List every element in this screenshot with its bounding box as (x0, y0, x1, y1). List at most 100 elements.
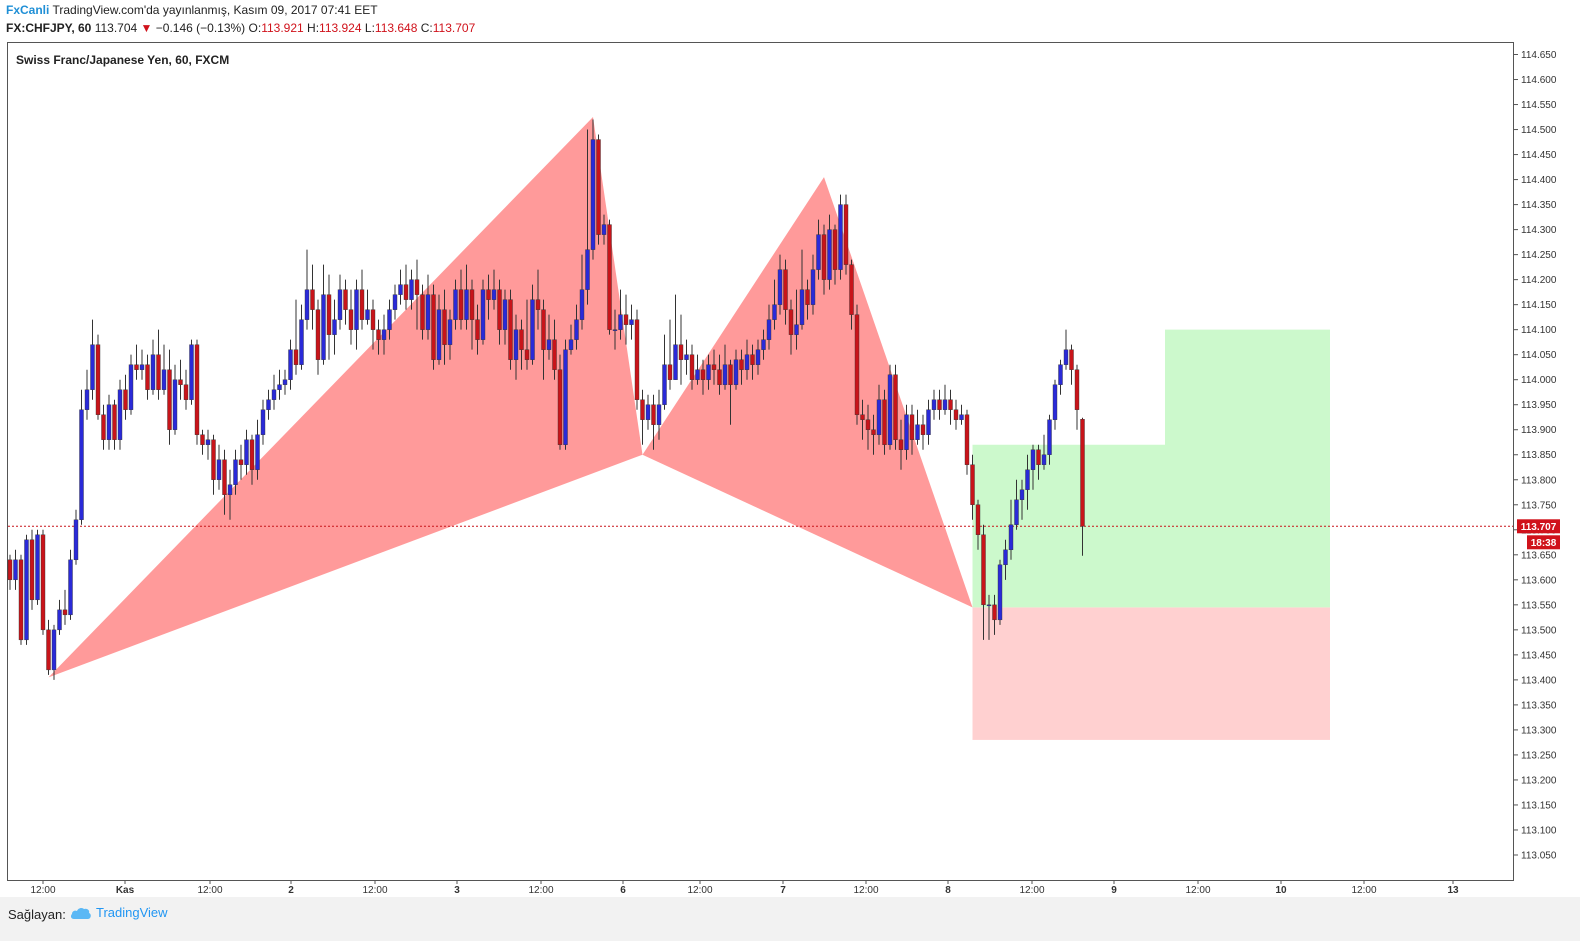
candle (117, 379, 123, 450)
candle-body (557, 369, 563, 445)
candle-body (321, 294, 326, 360)
candle (827, 214, 832, 290)
candle-body (513, 329, 519, 360)
candle-body (816, 234, 821, 270)
candle (893, 364, 898, 450)
candle (618, 289, 623, 340)
pattern-triangle-xab[interactable] (48, 117, 643, 678)
y-tick-label: 114.000 (1521, 375, 1557, 386)
candle (733, 349, 739, 390)
target-zone[interactable] (972, 329, 1331, 608)
harmonic-pattern[interactable] (48, 117, 973, 678)
stop-loss-zone[interactable] (972, 607, 1331, 740)
candle (277, 369, 282, 400)
candle-body (563, 349, 568, 445)
candle-body (244, 439, 249, 465)
candle (942, 384, 948, 415)
candle-body (1041, 454, 1047, 465)
publish-info: TradingView.com'da yayınlanmış, Kasım 09… (52, 3, 378, 17)
candle (293, 299, 299, 375)
candle (634, 309, 640, 410)
candle (975, 499, 981, 550)
x-tick-label: 10 (1275, 885, 1287, 896)
candle-body (332, 319, 337, 335)
candle-body (579, 289, 585, 320)
candle-body (717, 369, 722, 385)
candle (40, 529, 46, 635)
x-tick-label: 6 (620, 885, 626, 896)
candle-body (766, 319, 772, 340)
candle (744, 339, 750, 380)
candle-body (860, 414, 865, 420)
candle-body (651, 404, 656, 425)
candle-body (799, 289, 805, 325)
price-chart[interactable]: Swiss Franc/Japanese Yen, 60, FXCM 113.0… (0, 0, 1580, 897)
candle-body (508, 299, 513, 360)
candle-body (1063, 349, 1069, 365)
candle-body (871, 429, 876, 435)
y-tick-label: 113.350 (1521, 700, 1557, 711)
candle-body (794, 324, 799, 335)
candle (134, 344, 139, 380)
position-boxes[interactable] (972, 329, 1331, 740)
time-axis[interactable]: 12:00 Kas 12:00 2 12:00 3 12:00 6 12:00 7 12:00 8 12… (30, 880, 1459, 896)
candle (568, 324, 574, 355)
candle-body (541, 309, 546, 350)
candle (18, 554, 24, 645)
candle-body (662, 364, 667, 405)
candle (238, 444, 244, 480)
candle (783, 259, 788, 325)
candle (673, 294, 678, 380)
candle-body (909, 414, 915, 440)
candle-body (282, 379, 288, 385)
candle (739, 349, 744, 385)
candle-body (112, 404, 117, 440)
candle (354, 279, 359, 350)
y-tick-label: 114.300 (1521, 225, 1557, 236)
candle (156, 329, 161, 400)
candle-body (931, 399, 937, 410)
candle-body (387, 309, 392, 330)
candle (981, 524, 986, 640)
candle-body (519, 329, 524, 350)
candle-body (997, 564, 1003, 621)
candle (51, 624, 57, 680)
candle (1047, 414, 1052, 465)
candle (79, 389, 84, 525)
candle (436, 294, 442, 365)
candle-body (854, 314, 860, 415)
candle-body (601, 224, 607, 235)
candle-body (200, 434, 205, 445)
candle (486, 274, 491, 320)
candle-body (18, 559, 24, 641)
candle (491, 269, 497, 310)
candle (777, 254, 783, 315)
candle (7, 554, 13, 590)
candle (640, 389, 645, 445)
candle (1052, 379, 1058, 430)
candle-body (475, 319, 480, 340)
x-tick-label: 2 (288, 885, 294, 896)
candle (343, 279, 348, 325)
candle-body (937, 399, 942, 410)
y-tick-label: 114.100 (1521, 325, 1557, 336)
candle (876, 384, 882, 445)
y-tick-label: 113.250 (1521, 750, 1557, 761)
candle (178, 359, 183, 400)
candle-body (673, 344, 678, 380)
candle (854, 304, 860, 425)
candle (986, 594, 992, 640)
candle-body (546, 339, 552, 350)
pattern-triangle-bcd[interactable] (642, 177, 973, 608)
candle-body (898, 439, 904, 450)
candle-body (1074, 369, 1080, 410)
tradingview-link[interactable]: TradingView (70, 905, 168, 920)
candle-body (821, 234, 827, 280)
candle-body (750, 354, 755, 365)
candle-body (678, 344, 684, 360)
price-axis[interactable]: 113.050 113.100 113.150 113.200 113.250 113.3… (1513, 50, 1557, 861)
author-brand[interactable]: FxCanli (6, 3, 50, 17)
candle-body (1080, 419, 1085, 527)
candle-body (134, 364, 139, 370)
candle-body (915, 424, 920, 440)
